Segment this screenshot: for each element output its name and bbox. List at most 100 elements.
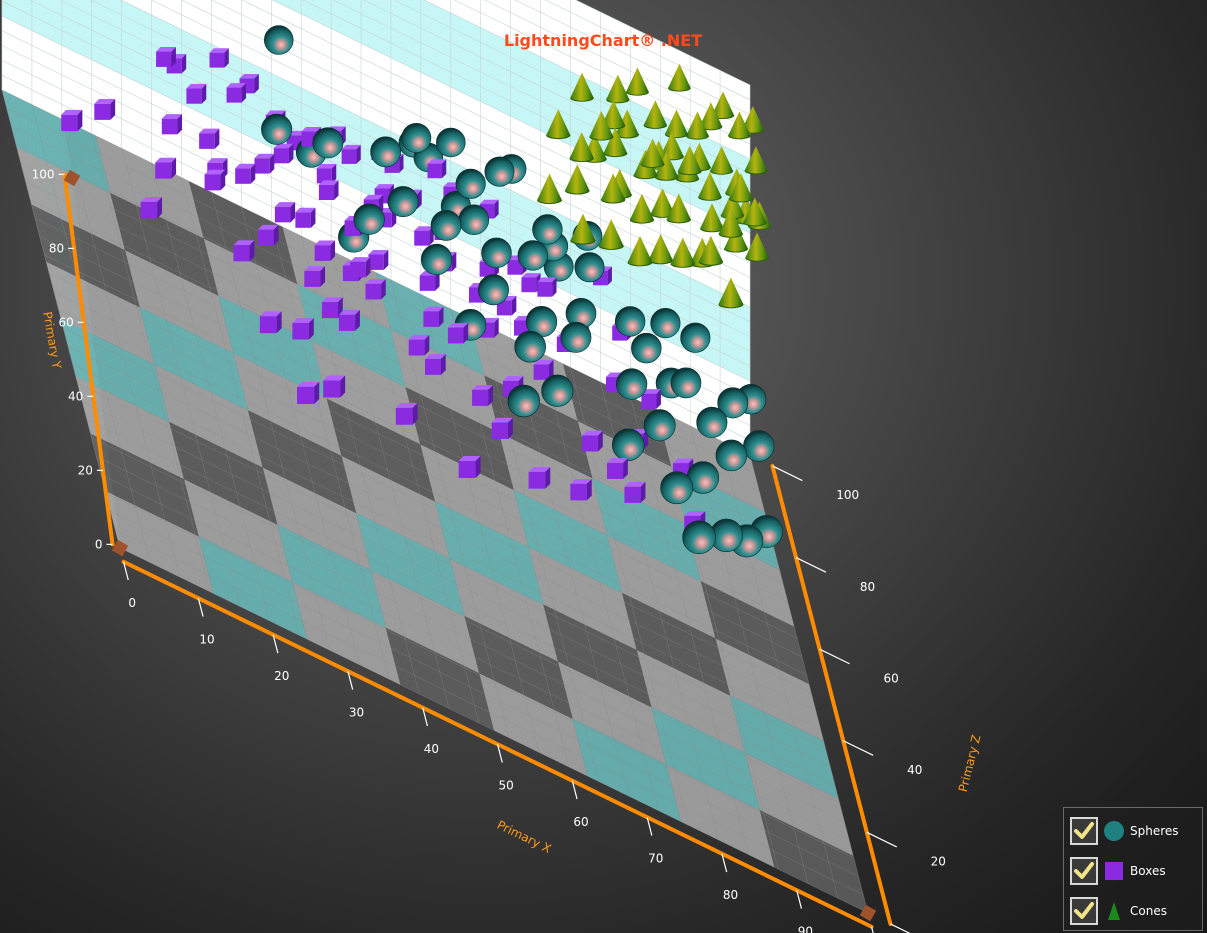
cone-mark <box>718 277 744 309</box>
box-top-face <box>155 157 177 163</box>
floor-grid-line <box>20 163 769 529</box>
back-wall-grid-line <box>575 0 751 86</box>
cone-mark <box>570 213 596 245</box>
legend-item-spheres[interactable]: Spheres <box>1070 816 1179 846</box>
box-front-face <box>533 364 549 380</box>
sphere-mark <box>611 428 645 461</box>
cone-body <box>744 146 768 174</box>
box-front-face <box>414 230 430 246</box>
x-axis-tick <box>870 926 874 933</box>
floor-tile <box>745 752 854 856</box>
cone-body <box>685 111 709 139</box>
box-top-face <box>233 240 255 246</box>
box-front-face <box>419 275 436 291</box>
legend-item-cones[interactable]: Cones <box>1070 896 1167 926</box>
box-side-face <box>586 479 592 501</box>
box-front-face <box>338 314 356 331</box>
box-top-face <box>427 159 447 164</box>
z-axis-title: Primary Z <box>956 733 984 793</box>
back-wall-grid-line <box>211 0 751 263</box>
floor-tile <box>2 90 111 193</box>
z-axis-tick <box>866 831 898 848</box>
cone-mark <box>744 146 768 175</box>
x-axis-tick <box>422 707 429 727</box>
box-mark <box>235 163 256 184</box>
cone-body <box>718 277 744 308</box>
sphere-icon <box>1104 821 1124 841</box>
x-axis-title: Primary X <box>495 818 554 856</box>
cone-body <box>650 188 675 217</box>
cone-mark <box>685 111 709 140</box>
cone-mark <box>600 173 626 204</box>
z-axis-tick-label: 100 <box>836 488 859 502</box>
back-wall-grid-line <box>150 0 751 293</box>
x-axis-line <box>121 559 874 929</box>
cone-mark <box>640 138 665 168</box>
sphere-mark <box>660 471 694 505</box>
box-top-face <box>365 279 386 284</box>
box-front-face <box>447 327 464 344</box>
x-axis-tick <box>347 671 354 690</box>
cone-body <box>615 109 639 138</box>
box-top-face <box>537 277 557 282</box>
box-top-face <box>350 257 371 262</box>
sphere-mark <box>615 368 648 400</box>
box-mark <box>341 144 361 164</box>
back-wall-grid-line <box>1 0 751 367</box>
box-mark <box>209 48 229 68</box>
box-top-face <box>363 194 384 200</box>
floor-grid-line <box>719 440 839 899</box>
legend-checkbox-boxes[interactable] <box>1070 857 1098 885</box>
floor-grid-line <box>72 364 821 731</box>
z-axis-tick-label: 40 <box>907 763 922 777</box>
z-axis-tick <box>795 557 827 573</box>
sphere-mark <box>680 322 711 353</box>
box-side-face <box>356 144 361 164</box>
box-side-face <box>288 143 294 164</box>
cone-mark <box>728 111 751 140</box>
box-front-face <box>140 201 158 219</box>
back-wall-grid-line <box>453 0 751 145</box>
box-top-face <box>641 389 661 394</box>
x-axis-tick <box>571 780 578 800</box>
box-top-face <box>447 323 469 328</box>
cone-body <box>570 72 594 101</box>
cone-mark <box>718 207 743 238</box>
box-front-face <box>365 283 382 300</box>
box-side-face <box>607 266 612 286</box>
floor-tile <box>110 192 219 296</box>
sphere-mark <box>261 113 293 145</box>
cone-body <box>709 146 734 174</box>
box-front-face <box>304 270 321 287</box>
floor-tile <box>700 581 809 684</box>
floor-grid-line <box>49 272 798 639</box>
sphere-mark <box>430 210 462 241</box>
floor-grid-line <box>360 265 480 724</box>
box-mark <box>156 47 176 67</box>
legend-checkbox-spheres[interactable] <box>1070 817 1098 845</box>
legend-item-boxes[interactable]: Boxes <box>1070 856 1166 886</box>
box-top-face <box>672 458 694 464</box>
floor-tile <box>356 513 465 616</box>
cone-mark <box>546 109 571 140</box>
sphere-mark <box>631 332 662 364</box>
cone-body <box>745 232 769 261</box>
floor-grid-line <box>86 419 836 785</box>
floor-tile <box>499 432 608 536</box>
box-front-face <box>254 158 270 174</box>
floor-tile <box>341 455 450 559</box>
box-top-face <box>273 143 294 149</box>
sphere-mark <box>517 240 548 271</box>
box-mark <box>186 83 207 104</box>
box-mark <box>204 169 226 191</box>
box-top-face <box>156 47 176 52</box>
sphere-mark <box>420 243 453 276</box>
floor-tile <box>46 261 155 365</box>
legend-checkbox-cones[interactable] <box>1070 897 1098 925</box>
box-top-face <box>209 48 229 53</box>
box-top-face <box>297 381 320 387</box>
box-top-face <box>265 110 286 115</box>
floor-tile <box>759 810 868 913</box>
floor-grid-line <box>1 89 121 549</box>
